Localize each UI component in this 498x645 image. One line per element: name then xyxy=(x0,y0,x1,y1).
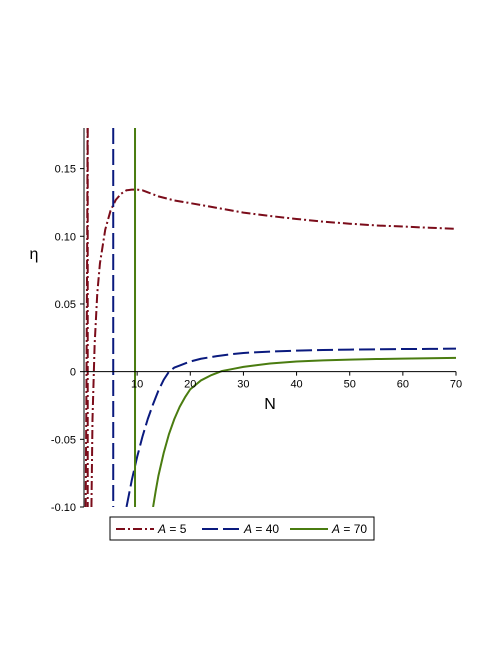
y-tick-label: 0.10 xyxy=(55,231,76,243)
series-0-line-1 xyxy=(90,188,456,507)
series-1 xyxy=(112,128,456,507)
series-0 xyxy=(84,128,456,507)
legend-label-1: A = 40 xyxy=(243,522,279,536)
y-tick-label: 0.15 xyxy=(55,164,76,176)
legend-label-2: A = 70 xyxy=(331,522,367,536)
y-tick-label: 0 xyxy=(70,367,76,379)
legend-value-0: = 5 xyxy=(166,522,187,536)
ticks-layer: 10 20 30 40 50 60 70 -0.10 -0.05 0 0.05 0.10 0.15 xyxy=(51,164,462,514)
y-tick-label: -0.05 xyxy=(51,434,76,446)
x-tick-label: 30 xyxy=(237,379,249,391)
series-1-line-2 xyxy=(125,347,456,507)
legend-value-2: = 70 xyxy=(340,522,367,536)
legend-var-0: A xyxy=(157,522,166,536)
x-tick-label: 70 xyxy=(450,379,462,391)
legend-label-0: A = 5 xyxy=(157,522,187,536)
series-2 xyxy=(134,128,456,507)
x-tick-label: 20 xyxy=(184,379,196,391)
legend-var-1: A xyxy=(243,522,252,536)
legend-box xyxy=(109,516,375,541)
y-tick-label: 0.05 xyxy=(55,299,76,311)
y-tick-label: -0.10 xyxy=(51,502,76,514)
y-axis-label: η xyxy=(30,246,39,263)
legend-var-2: A xyxy=(331,522,340,536)
legend-value-1: = 40 xyxy=(252,522,279,536)
series-2-line-0 xyxy=(152,356,456,507)
series-0-line-0 xyxy=(84,128,89,507)
x-tick-label: 60 xyxy=(397,379,409,391)
axes-layer xyxy=(83,128,456,507)
series-layer xyxy=(84,128,456,507)
x-tick-label: 40 xyxy=(290,379,302,391)
x-tick-label: 50 xyxy=(344,379,356,391)
x-axis-label: N xyxy=(264,396,276,413)
x-tick-label: 10 xyxy=(131,379,143,391)
